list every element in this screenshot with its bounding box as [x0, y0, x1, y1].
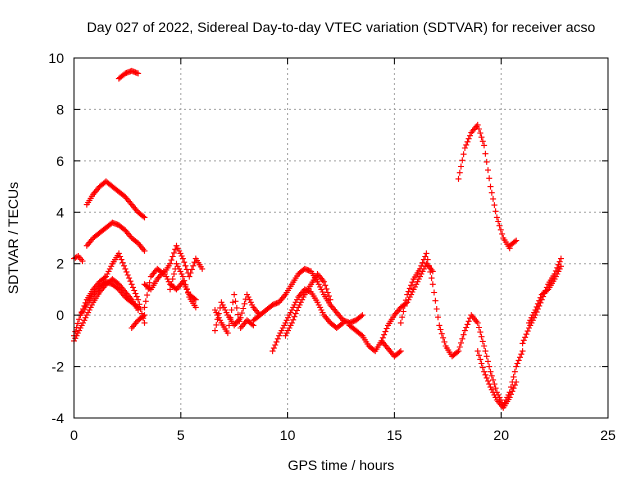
series-markers	[506, 237, 520, 249]
data-points	[71, 67, 564, 411]
series-arc-b	[83, 219, 148, 254]
series-arc-g	[128, 312, 148, 331]
series-markers	[269, 286, 347, 355]
series-markers	[83, 178, 148, 221]
series-markers	[250, 265, 366, 326]
series-arc-n	[269, 286, 347, 355]
chart-title: Day 027 of 2022, Sidereal Day-to-day VTE…	[87, 19, 596, 35]
series-markers	[167, 260, 199, 311]
grid-lines	[74, 58, 608, 418]
series-markers	[71, 253, 86, 265]
y-tick-label: 10	[48, 50, 64, 66]
series-arc-u	[506, 237, 520, 249]
series-markers	[282, 271, 334, 339]
x-tick-label: 25	[600, 427, 616, 443]
series-markers	[455, 121, 513, 252]
series-arc-r	[397, 250, 526, 409]
series-arc-c	[71, 253, 86, 265]
series-markers	[397, 250, 526, 409]
series-arc-f	[77, 278, 142, 319]
y-axis-title: SDTVAR / TECUs	[5, 182, 21, 294]
plot-frame	[73, 57, 609, 419]
series-markers	[115, 67, 142, 82]
series-arc-k	[212, 291, 263, 334]
y-tick-label: -4	[52, 410, 65, 426]
y-tick-label: 6	[56, 153, 64, 169]
series-arc-s	[474, 348, 520, 411]
x-tick-label: 5	[177, 427, 185, 443]
x-tick-label: 20	[493, 427, 509, 443]
series-markers	[346, 260, 436, 355]
series-arc-j	[167, 260, 199, 311]
y-tick-label: 8	[56, 101, 64, 117]
x-tick-label: 10	[280, 427, 296, 443]
y-tick-label: 4	[56, 204, 64, 220]
y-tick-label: -2	[52, 359, 65, 375]
series-markers	[77, 278, 142, 319]
series-markers	[212, 291, 257, 337]
y-tick-label: 0	[56, 307, 64, 323]
series-arc-top-early	[115, 67, 142, 82]
series-markers	[128, 312, 148, 331]
series-arc-t	[455, 121, 513, 252]
series-markers	[526, 263, 564, 326]
series-arc-w	[526, 263, 564, 326]
series-markers	[83, 219, 148, 254]
series-markers	[474, 348, 520, 411]
series-markers	[212, 291, 263, 334]
series-arc-p	[346, 260, 436, 355]
x-tick-label: 0	[70, 427, 78, 443]
x-axis-title: GPS time / hours	[288, 457, 395, 473]
axis-ticks: 0 5 10 15 20 25 -4 -2 0 2 4 6 8 10	[48, 50, 616, 443]
series-arc-a	[83, 178, 148, 221]
series-arc-o	[282, 271, 334, 339]
y-tick-label: 2	[56, 256, 64, 272]
series-markers	[378, 337, 404, 360]
series-arc-m	[250, 265, 366, 326]
series-arc-q	[378, 337, 404, 360]
series-arc-l	[212, 291, 257, 337]
x-tick-label: 15	[387, 427, 403, 443]
